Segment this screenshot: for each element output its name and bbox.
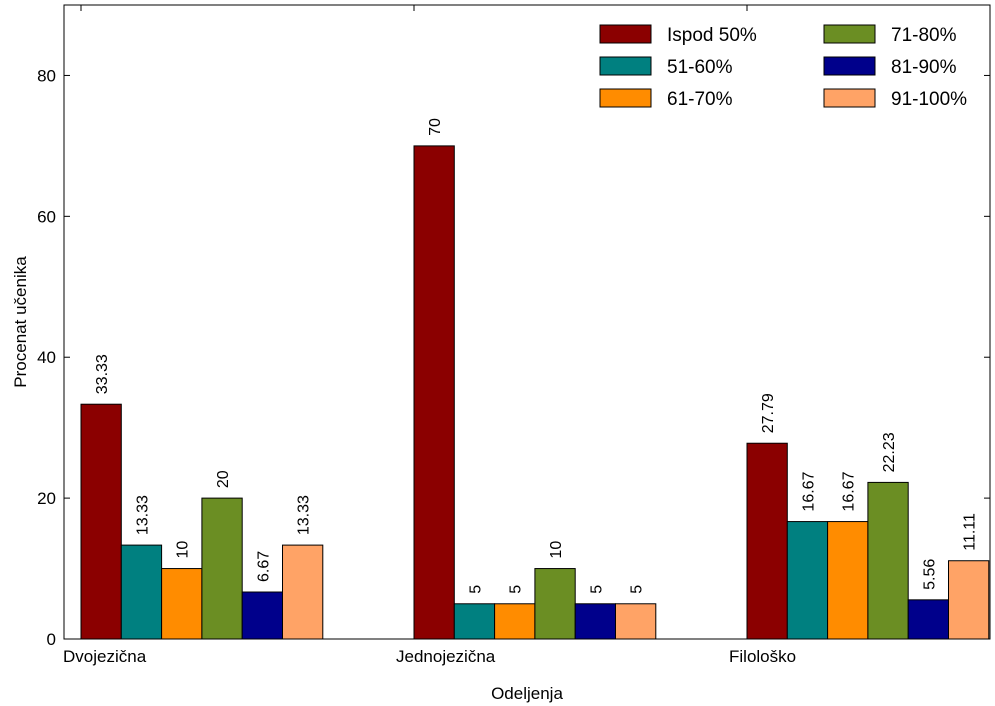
- plot-frame: [63, 4, 991, 640]
- legend-item: 91-100%: [823, 88, 967, 110]
- bar: [494, 603, 536, 640]
- legend-label: 61-70%: [667, 89, 733, 110]
- bar: [746, 442, 788, 640]
- legend-swatch: [823, 24, 876, 44]
- bar: [201, 497, 243, 640]
- legend-swatch: [599, 88, 652, 108]
- data-label: 33.33: [94, 354, 111, 394]
- bar: [161, 568, 203, 640]
- x-tick-label: Jednojezična: [396, 647, 496, 666]
- bar: [241, 591, 283, 640]
- data-label: 10: [548, 541, 565, 559]
- bar: [413, 145, 455, 640]
- bar: [534, 568, 576, 640]
- data-label: 70: [427, 118, 444, 136]
- legend-item: 61-70%: [599, 88, 733, 110]
- bar: [867, 481, 909, 640]
- legend-item: 71-80%: [823, 24, 957, 46]
- data-labels-layer: 33.33 13.33 10 20 6.67 13.33 70 5 5 10 5 5 27.79 16.6…: [94, 118, 979, 594]
- bar: [615, 603, 657, 640]
- data-label: 5: [467, 585, 484, 594]
- legend-label: 71-80%: [891, 25, 957, 46]
- legend-label: 51-60%: [667, 57, 733, 78]
- legend-item: 51-60%: [599, 56, 733, 78]
- legend-label: Ispod 50%: [667, 25, 757, 46]
- x-tick-label: Dvojezična: [63, 647, 147, 666]
- bar: [453, 603, 496, 640]
- bar: [282, 544, 324, 640]
- data-label: 6.67: [255, 551, 272, 582]
- data-label: 27.79: [760, 393, 777, 433]
- legend-swatch: [823, 88, 876, 108]
- data-label: 22.23: [881, 432, 898, 472]
- legend-swatch: [823, 56, 876, 76]
- x-tick-label: Filološko: [729, 647, 796, 666]
- data-label: 13.33: [296, 495, 313, 535]
- data-label: 16.67: [841, 471, 858, 511]
- legend-item: 81-90%: [823, 56, 957, 78]
- legend-item: Ispod 50%: [599, 24, 757, 46]
- bar: [948, 560, 990, 640]
- legend-swatch: [599, 56, 652, 76]
- legend-label: 91-100%: [891, 89, 967, 110]
- bar: [120, 544, 163, 640]
- data-label: 10: [175, 541, 192, 559]
- bar: [827, 521, 869, 640]
- data-label: 13.33: [134, 495, 151, 535]
- legend-swatch: [599, 24, 652, 44]
- y-tick-label: 60: [37, 207, 56, 226]
- data-label: 5: [508, 585, 525, 594]
- data-label: 11.11: [962, 513, 979, 551]
- data-label: 5.56: [921, 559, 938, 590]
- bar: [574, 603, 617, 640]
- x-axis-label: Odeljenja: [491, 684, 563, 703]
- data-label: 5: [588, 585, 605, 594]
- bar: [786, 521, 829, 640]
- data-label: 5: [629, 585, 646, 594]
- y-tick-label: 0: [47, 630, 56, 649]
- legend-label: 81-90%: [891, 57, 957, 78]
- data-label: 20: [215, 470, 232, 488]
- y-axis: 0 20 40 60 80: [37, 66, 990, 649]
- x-axis: Dvojezična Jednojezična Filološko: [63, 5, 796, 666]
- y-tick-label: 20: [37, 489, 56, 508]
- data-label: 16.67: [800, 471, 817, 511]
- y-tick-label: 40: [37, 348, 56, 367]
- bar: [907, 599, 950, 640]
- y-axis-label: Procenat učenika: [11, 256, 30, 388]
- legend: Ispod 50% 51-60% 61-70% 71-80% 81-90% 91-100%: [599, 24, 967, 110]
- y-tick-label: 80: [37, 66, 56, 85]
- bars-layer: [80, 145, 990, 640]
- bar: [80, 403, 122, 640]
